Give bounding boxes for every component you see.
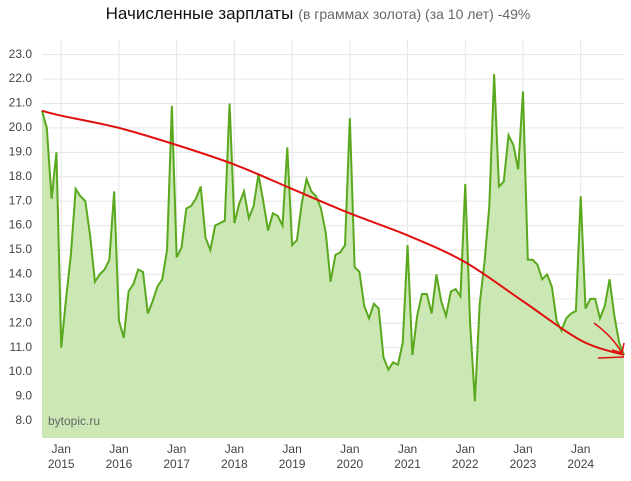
y-tick-label: 18.0 [9,169,33,183]
series-line [41,74,625,402]
y-tick-label: 17.0 [9,193,33,207]
y-tick-label: 14.0 [9,267,33,281]
y-tick-label: 10.0 [9,364,33,378]
x-tick-label: Jan 2017 [163,442,191,471]
chart-heading: Начисленные зарплаты (в граммах золота) (… [106,4,531,23]
y-tick-label: 9.0 [15,389,32,403]
chart-subtitle: (в граммах золота) (за 10 лет) -49% [298,6,530,22]
x-tick-label: Jan 2018 [221,442,248,471]
y-tick-label: 8.0 [15,413,32,427]
y-tick-label: 15.0 [9,242,33,256]
y-tick-label: 19.0 [9,144,33,158]
x-tick-label: Jan 2023 [509,442,537,471]
plot [41,74,625,438]
x-tick-label: Jan 2019 [278,442,306,471]
y-tick-label: 21.0 [9,96,33,110]
watermark: bytopic.ru [48,414,100,428]
y-tick-label: 20.0 [9,120,33,134]
x-tick-label: Jan 2016 [105,442,133,471]
y-tick-label: 23.0 [9,47,33,61]
y-tick-label: 12.0 [9,315,33,329]
x-tick-label: Jan 2015 [47,442,75,471]
area-fill [42,74,624,438]
x-tick-label: Jan 2021 [394,442,421,471]
chart-title: Начисленные зарплаты [106,4,294,23]
y-tick-label: 22.0 [9,71,33,85]
x-tick-label: Jan 2020 [336,442,364,471]
x-tick-label: Jan 2024 [567,442,595,471]
y-tick-label: 16.0 [9,218,33,232]
trend-line [41,109,625,356]
y-tick-label: 11.0 [10,340,33,354]
trend-arrow [593,322,625,359]
x-tick-label: Jan 2022 [451,442,479,471]
y-tick-label: 13.0 [9,291,33,305]
